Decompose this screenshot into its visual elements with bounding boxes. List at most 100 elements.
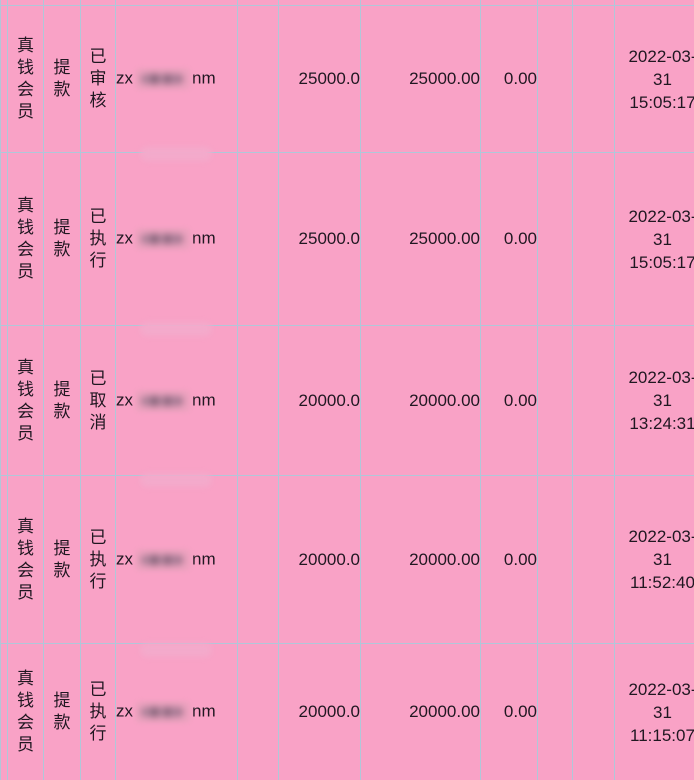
- username-cell: zx nm: [115, 475, 238, 644]
- fee-value: 0.00: [503, 702, 537, 721]
- member-type-cell: 真钱会员: [7, 475, 44, 644]
- fee-cell: 0.00: [480, 152, 538, 326]
- username-cell: zx nm: [115, 5, 238, 153]
- status-label: 已执行: [89, 680, 107, 743]
- username-suffix: nm: [192, 228, 216, 248]
- tx-type-label: 提款: [53, 538, 71, 580]
- edge-cell: [0, 643, 8, 780]
- fee-value: 0.00: [503, 390, 537, 410]
- amount-value: 20000.0: [298, 549, 360, 569]
- empty-cell: [572, 325, 615, 476]
- datetime-cell: 2022-03-31 15:05:17: [614, 5, 694, 153]
- amount-full-value: 20000.00: [409, 702, 480, 721]
- member-type-cell: 真钱会员: [7, 152, 44, 326]
- datetime-value: 2022-03-31 15:05:17: [628, 46, 694, 112]
- fee-value: 0.00: [503, 549, 537, 569]
- username-redaction-blur: [135, 548, 191, 571]
- amount-cell: 20000.0: [278, 325, 361, 476]
- fee-value: 0.00: [503, 229, 537, 248]
- empty-cell: [237, 325, 279, 476]
- member-type-label: 真钱会员: [16, 516, 34, 602]
- table-row: 真钱会员 提款 已执行 zx nm 20000.0 20000.00 0.00 2…: [0, 643, 694, 780]
- username-prefix: zx: [116, 228, 134, 248]
- username-redaction-blur: [135, 701, 191, 723]
- username-cell: zx nm: [115, 325, 238, 476]
- tx-type-label: 提款: [53, 58, 71, 99]
- username-cell: zx nm: [115, 152, 238, 326]
- edge-cell: [0, 5, 8, 153]
- datetime-cell: 2022-03-31 11:52:40: [614, 475, 694, 644]
- tx-type-label: 提款: [53, 691, 71, 732]
- status-label: 已审核: [89, 47, 107, 110]
- username-suffix: nm: [192, 389, 216, 409]
- amount-cell: 20000.0: [278, 475, 361, 644]
- username-suffix: nm: [192, 701, 216, 721]
- datetime-value: 2022-03-31 11:52:40: [628, 527, 694, 592]
- tx-type-label: 提款: [53, 379, 71, 421]
- tx-type-cell: 提款: [43, 325, 81, 476]
- status-cell: 已执行: [80, 643, 116, 780]
- table-row: 真钱会员 提款 已审核 zx nm 25000.0 25000.00 0.00 2…: [0, 5, 694, 153]
- amount-full-cell: 20000.00: [360, 325, 481, 476]
- amount-full-cell: 25000.00: [360, 5, 481, 153]
- datetime-cell: 2022-03-31 15:05:17: [614, 152, 694, 326]
- empty-cell: [572, 643, 615, 780]
- member-type-label: 真钱会员: [16, 357, 34, 443]
- empty-cell: [572, 152, 615, 326]
- tx-type-cell: 提款: [43, 475, 81, 644]
- amount-cell: 25000.0: [278, 152, 361, 326]
- username-prefix: zx: [116, 701, 134, 721]
- amount-value: 25000.0: [298, 229, 360, 248]
- amount-full-value: 25000.00: [409, 69, 480, 88]
- member-type-label: 真钱会员: [16, 669, 34, 754]
- empty-cell: [237, 152, 279, 326]
- table-row: 真钱会员 提款 已执行 zx nm 20000.0 20000.00 0.00 2…: [0, 475, 694, 644]
- amount-value: 20000.0: [298, 390, 360, 410]
- username-cell: zx nm: [115, 643, 238, 780]
- status-cell: 已取消: [80, 325, 116, 476]
- amount-full-value: 20000.00: [409, 549, 480, 569]
- fee-value: 0.00: [503, 69, 537, 88]
- tx-type-cell: 提款: [43, 643, 81, 780]
- status-cell: 已执行: [80, 475, 116, 644]
- empty-cell: [572, 5, 615, 153]
- username-suffix: nm: [192, 68, 216, 88]
- datetime-value: 2022-03-31 11:15:07: [628, 679, 694, 745]
- status-label: 已取消: [89, 368, 107, 432]
- member-type-cell: 真钱会员: [7, 5, 44, 153]
- empty-cell: [237, 475, 279, 644]
- empty-cell: [537, 475, 573, 644]
- status-label: 已执行: [89, 207, 107, 270]
- tx-type-cell: 提款: [43, 5, 81, 153]
- username-redaction-blur: [135, 389, 191, 412]
- amount-full-value: 20000.00: [409, 390, 480, 410]
- amount-full-cell: 20000.00: [360, 643, 481, 780]
- status-label: 已执行: [89, 527, 107, 591]
- fee-cell: 0.00: [480, 643, 538, 780]
- amount-cell: 20000.0: [278, 643, 361, 780]
- amount-value: 25000.0: [298, 69, 360, 88]
- edge-cell: [0, 475, 8, 644]
- member-type-label: 真钱会员: [16, 196, 34, 281]
- amount-value: 20000.0: [298, 702, 360, 721]
- fee-cell: 0.00: [480, 325, 538, 476]
- username-redaction-blur: [135, 68, 191, 90]
- datetime-cell: 2022-03-31 11:15:07: [614, 643, 694, 780]
- username-prefix: zx: [116, 68, 134, 88]
- datetime-value: 2022-03-31 15:05:17: [628, 206, 694, 272]
- empty-cell: [537, 643, 573, 780]
- table-row: 真钱会员 提款 已执行 zx nm 25000.0 25000.00 0.00 2…: [0, 152, 694, 326]
- tx-type-cell: 提款: [43, 152, 81, 326]
- username-prefix: zx: [116, 548, 134, 568]
- edge-cell: [0, 325, 8, 476]
- edge-cell: [0, 152, 8, 326]
- table-row: 真钱会员 提款 已取消 zx nm 20000.0 20000.00 0.00 2…: [0, 325, 694, 476]
- username-redaction-blur: [135, 228, 191, 250]
- datetime-value: 2022-03-31 13:24:31: [628, 368, 694, 433]
- empty-cell: [237, 643, 279, 780]
- empty-cell: [537, 152, 573, 326]
- status-cell: 已审核: [80, 5, 116, 153]
- username-suffix: nm: [192, 548, 216, 568]
